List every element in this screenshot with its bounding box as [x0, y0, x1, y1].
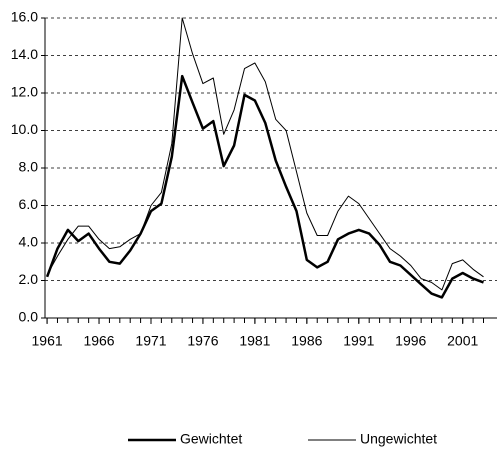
legend-label: Gewichtet [180, 431, 242, 447]
y-tick-label: 4.0 [19, 234, 39, 250]
legend-label: Ungewichtet [360, 431, 437, 447]
y-tick-label: 0.0 [19, 309, 39, 325]
x-tick-label: 2001 [447, 333, 478, 349]
series-line [46, 17, 484, 291]
x-tick-label: 1966 [83, 333, 114, 349]
x-tick-label: 1981 [239, 333, 270, 349]
y-tick-label: 14.0 [11, 46, 38, 62]
y-tick-label: 12.0 [11, 84, 38, 100]
x-tick-label: 1961 [32, 333, 63, 349]
y-tick-label: 8.0 [19, 159, 39, 175]
y-tick-label: 10.0 [11, 121, 38, 137]
x-tick-label: 1971 [135, 333, 166, 349]
x-tick-label: 1991 [343, 333, 374, 349]
x-tick-label: 1976 [187, 333, 218, 349]
y-tick-label: 2.0 [19, 271, 39, 287]
series-line [45, 74, 484, 299]
x-tick-label: 1986 [291, 333, 322, 349]
x-tick-label: 1996 [395, 333, 426, 349]
y-tick-label: 6.0 [19, 196, 39, 212]
y-tick-label: 16.0 [11, 9, 38, 25]
